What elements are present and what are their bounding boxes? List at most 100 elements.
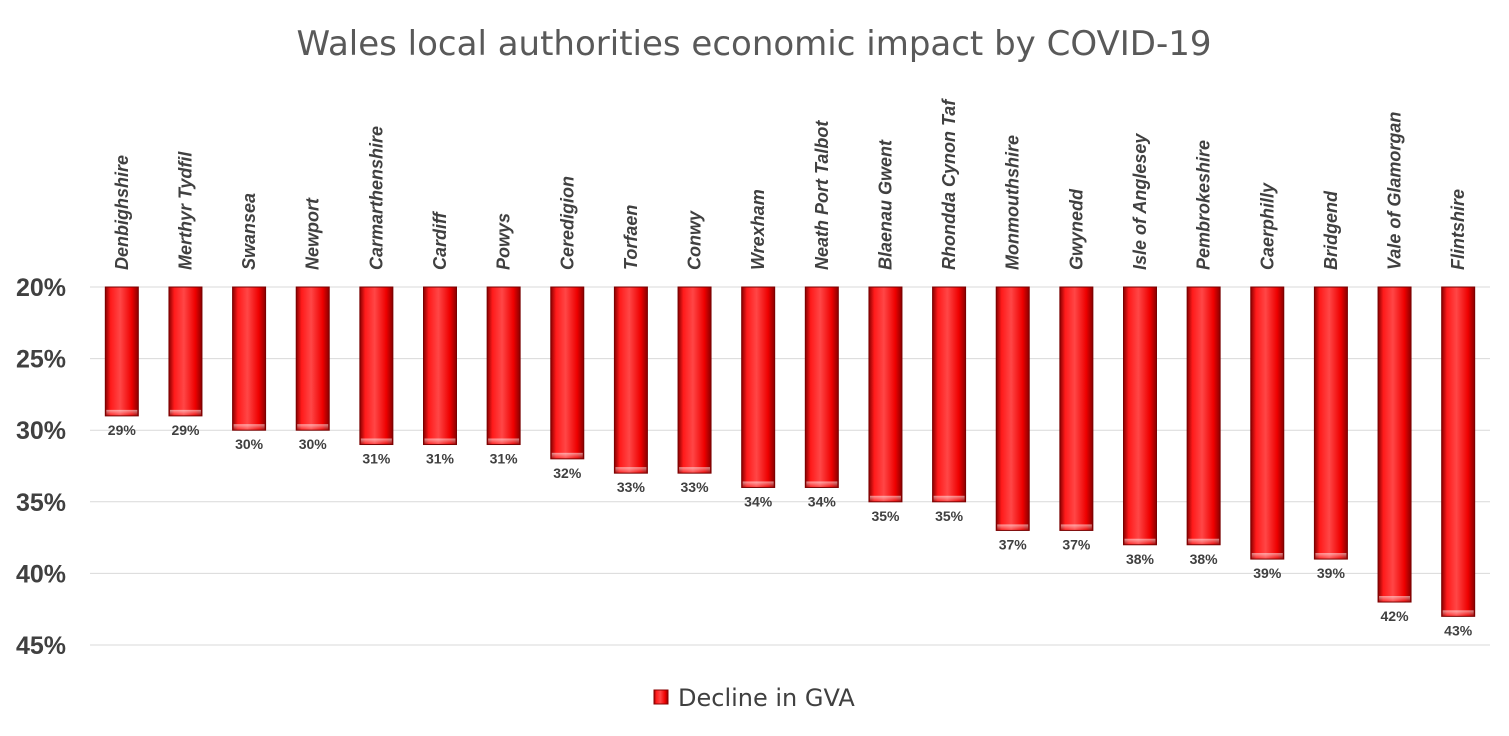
y-tick-label: 30%: [16, 417, 66, 445]
legend-label: Decline in GVA: [678, 684, 855, 712]
chart-title: Wales local authorities economic impact …: [297, 24, 1212, 64]
bar: [1123, 286, 1157, 546]
category-label: Cardiff: [430, 210, 450, 270]
bar-bevel: [297, 424, 329, 431]
bar-bevel: [551, 452, 583, 459]
data-label: 32%: [553, 465, 582, 481]
category-label: Swansea: [239, 193, 259, 270]
data-label: 30%: [235, 436, 264, 452]
bar-bevel: [360, 438, 392, 445]
bar-bevel: [233, 424, 265, 431]
category-label: Pembrokeshire: [1194, 140, 1214, 270]
bar-bevel: [933, 495, 965, 502]
bar: [613, 286, 648, 474]
bar-bevel: [1379, 596, 1411, 603]
data-label: 30%: [299, 436, 328, 452]
bar: [168, 286, 203, 417]
data-label: 38%: [1126, 551, 1155, 567]
bar-bevel: [869, 495, 901, 502]
data-label: 37%: [999, 536, 1028, 552]
bar: [1377, 286, 1412, 603]
category-label: Conwy: [685, 210, 705, 270]
data-label: 33%: [681, 479, 710, 495]
category-label: Newport: [303, 197, 323, 270]
category-label: Powys: [494, 213, 514, 270]
bar-bevel: [1315, 553, 1347, 560]
bar: [486, 286, 521, 446]
bar: [995, 286, 1030, 531]
bar-bevel: [1251, 553, 1283, 560]
bar-bevel: [424, 438, 456, 445]
category-label: Merthyr Tydfil: [175, 151, 195, 270]
data-label: 31%: [362, 451, 391, 467]
bar-bevel: [1124, 538, 1156, 545]
data-label: 33%: [617, 479, 646, 495]
bar-bevel: [615, 467, 647, 474]
bar: [359, 286, 394, 446]
bars: [104, 286, 1476, 617]
bar: [1313, 286, 1348, 560]
data-label: 43%: [1444, 622, 1473, 638]
bar: [1250, 286, 1285, 560]
bar: [1441, 286, 1476, 617]
category-labels: Denbighshire Merthyr Tydfil Swansea Newport…: [112, 98, 1468, 270]
data-label: 39%: [1317, 565, 1346, 581]
bar-bevel: [169, 409, 201, 416]
bar: [550, 286, 585, 460]
legend-swatch: [653, 689, 669, 705]
data-label: 31%: [426, 451, 455, 467]
data-label: 37%: [1062, 536, 1091, 552]
category-label: Isle of Anglesey: [1130, 133, 1150, 270]
category-label: Carmarthenshire: [366, 126, 386, 270]
bar-bevel: [488, 438, 520, 445]
y-tick-label: 35%: [16, 489, 66, 517]
data-label: 34%: [808, 493, 837, 509]
category-label: Gwynedd: [1066, 188, 1086, 270]
y-tick-label: 25%: [16, 346, 66, 374]
data-label: 38%: [1190, 551, 1219, 567]
bar: [677, 286, 712, 474]
bar: [932, 286, 967, 503]
bar: [423, 286, 457, 446]
category-label: Monmouthshire: [1003, 135, 1023, 270]
data-label: 29%: [108, 422, 137, 438]
data-label: 29%: [171, 422, 200, 438]
bar: [868, 286, 903, 503]
category-label: Rhondda Cynon Taf: [939, 98, 959, 270]
bar-bevel: [1442, 610, 1474, 617]
bar-bevel: [742, 481, 774, 488]
bar: [1059, 286, 1094, 531]
category-label: Neath Port Talbot: [812, 120, 832, 270]
data-label: 42%: [1381, 608, 1410, 624]
bar: [104, 286, 139, 417]
category-label: Wrexham: [748, 189, 768, 270]
category-label: Ceredigion: [557, 176, 577, 270]
bar-bevel: [997, 524, 1029, 531]
category-label: Blaenau Gwent: [875, 139, 895, 270]
bar: [295, 286, 330, 431]
bar-bevel: [679, 467, 711, 474]
bar-bevel: [106, 409, 138, 416]
data-label: 35%: [871, 508, 900, 524]
y-tick-label: 45%: [16, 632, 66, 660]
bar: [232, 286, 267, 431]
category-label: Torfaen: [621, 205, 641, 270]
data-label: 31%: [490, 451, 519, 467]
category-label: Vale of Glamorgan: [1385, 112, 1405, 270]
bar-bevel: [1060, 524, 1092, 531]
legend: Decline in GVA: [653, 684, 855, 712]
y-tick-label: 20%: [16, 274, 66, 302]
data-label: 35%: [935, 508, 964, 524]
category-label: Denbighshire: [112, 155, 132, 270]
y-axis: 20% 25% 30% 35% 40% 45%: [16, 274, 66, 660]
bar-bevel: [1188, 538, 1220, 545]
category-label: Flintshire: [1448, 189, 1468, 270]
category-label: Caerphilly: [1257, 182, 1277, 270]
category-label: Bridgend: [1321, 190, 1341, 270]
bar: [804, 286, 839, 488]
bar-bevel: [806, 481, 838, 488]
bar: [1186, 286, 1221, 546]
data-label: 39%: [1253, 565, 1282, 581]
data-label: 34%: [744, 493, 773, 509]
